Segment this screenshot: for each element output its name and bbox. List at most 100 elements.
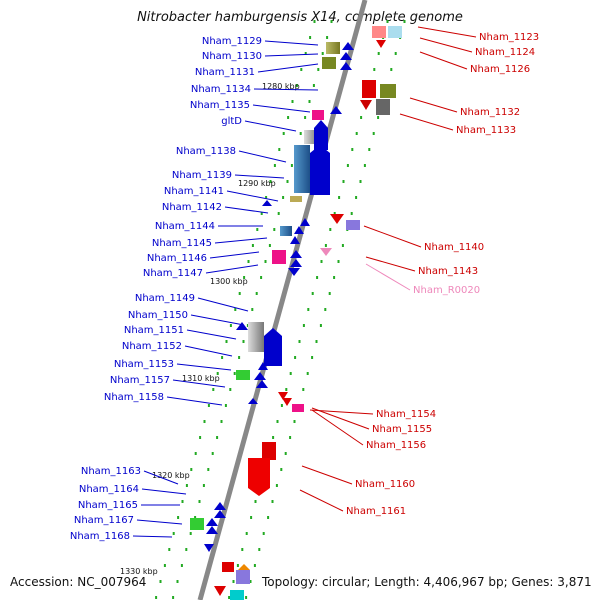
scale-tick — [320, 260, 323, 263]
scale-tick — [251, 308, 254, 311]
gene-label-right: Nham_1126 — [470, 64, 530, 75]
scale-tick — [386, 20, 389, 23]
genome-axis — [197, 0, 368, 600]
kbp-label: 1320 kbp — [152, 471, 190, 480]
kbp-label: 1310 kbp — [182, 374, 220, 383]
scale-tick — [177, 516, 180, 519]
gene-arrow — [320, 248, 332, 256]
gene-box — [190, 518, 204, 530]
scale-tick — [286, 180, 289, 183]
right-gene-labels: Nham_1123 Nham_1124 Nham_1126 Nham_1132 Nham… — [346, 32, 539, 517]
gene-box — [230, 590, 244, 600]
scale-tick — [212, 388, 215, 391]
gene-box — [292, 404, 304, 412]
gene-box — [236, 570, 250, 584]
scale-tick — [247, 260, 250, 263]
scale-tick — [267, 516, 270, 519]
gene-label-right: Nham_1123 — [479, 32, 539, 43]
gene-arrow — [290, 250, 302, 258]
kbp-label: 1330 kbp — [120, 567, 158, 576]
gene-label-right: Nham_1154 — [376, 409, 436, 420]
scale-tick — [172, 532, 175, 535]
gene-box — [380, 84, 396, 98]
scale-tick — [302, 324, 305, 327]
scale-tick — [312, 84, 315, 87]
scale-tick — [250, 516, 253, 519]
gene-arrow — [238, 564, 250, 570]
gene-label-left: Nham_1165 — [78, 500, 138, 511]
gene-arrow — [248, 398, 258, 404]
gene-label-left: Nham_1152 — [122, 341, 182, 352]
gene-arrow — [264, 328, 282, 366]
gene-arrow — [290, 259, 302, 267]
gene-arrow — [340, 62, 352, 70]
gene-label-left: Nham_1142 — [162, 202, 222, 213]
gene-arrow — [290, 236, 300, 244]
leader-line-left — [136, 519, 183, 525]
scale-tick — [273, 228, 276, 231]
leader-line-left — [197, 297, 249, 312]
scale-tick — [272, 436, 275, 439]
scale-tick — [264, 260, 267, 263]
gene-arrow — [342, 42, 354, 50]
scale-tick — [198, 500, 201, 503]
leader-line-left — [184, 345, 233, 357]
leader-line-left — [264, 40, 319, 46]
scale-tick — [280, 404, 283, 407]
leader-lines — [132, 26, 477, 538]
scale-tick — [368, 148, 371, 151]
scale-tick — [199, 436, 202, 439]
leader-line-left — [190, 314, 245, 326]
scale-tick — [289, 372, 292, 375]
gene-box — [312, 110, 324, 120]
gene-label-left: Nham_1141 — [164, 186, 224, 197]
leader-line-left — [172, 379, 226, 388]
gene-label-right: Nham_1155 — [372, 424, 432, 435]
scale-tick — [262, 532, 265, 535]
gene-arrow — [258, 362, 268, 370]
scale-tick — [377, 52, 380, 55]
gene-arrow — [206, 518, 218, 526]
scale-tick — [194, 452, 197, 455]
kbp-label: 1300 kbp — [210, 277, 248, 286]
scale-tick — [229, 388, 232, 391]
scale-tick — [275, 484, 278, 487]
scale-tick — [260, 276, 263, 279]
leader-line-right — [399, 113, 454, 131]
gene-label-left: gltD — [221, 116, 242, 127]
scale-tick — [300, 68, 303, 71]
leader-line-left — [166, 396, 223, 406]
gene-label-left: Nham_1135 — [190, 100, 250, 111]
gene-box — [362, 80, 376, 98]
scale-tick — [363, 164, 366, 167]
scale-tick — [185, 484, 188, 487]
scale-tick — [276, 420, 279, 423]
scale-tick — [245, 532, 248, 535]
scale-tick — [176, 580, 179, 583]
scale-tick — [271, 500, 274, 503]
leader-line-right — [301, 465, 353, 485]
scale-tick — [189, 532, 192, 535]
leader-line-left — [226, 190, 279, 202]
scale-tick — [163, 564, 166, 567]
scale-tick — [228, 596, 231, 599]
scale-tick — [282, 196, 285, 199]
scale-tick — [359, 180, 362, 183]
gene-label-right: Nham_1160 — [355, 479, 415, 490]
scale-tick — [190, 468, 193, 471]
gene-box — [372, 26, 386, 38]
scale-tick — [221, 356, 224, 359]
scale-tick — [304, 52, 307, 55]
gene-arrow — [330, 106, 342, 114]
scale-tick — [172, 596, 175, 599]
scale-tick — [234, 308, 237, 311]
scale-tick — [245, 596, 248, 599]
gene-arrow — [310, 145, 330, 195]
scale-tick — [321, 52, 324, 55]
gene-label-left: Nham_1158 — [104, 392, 164, 403]
scale-tick — [258, 548, 261, 551]
scale-tick — [342, 180, 345, 183]
leader-line-left — [209, 251, 260, 259]
gene-label-left: Nham_1153 — [114, 359, 174, 370]
gene-label-left: Nham_1145 — [152, 238, 212, 249]
